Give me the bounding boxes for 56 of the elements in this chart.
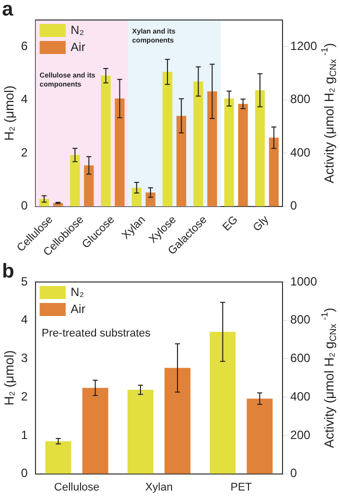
bar	[128, 390, 154, 474]
bar	[176, 116, 186, 206]
y-tick-label: 5	[20, 274, 28, 288]
x-tick-label: PET	[230, 481, 252, 494]
bar	[193, 81, 204, 206]
y-tick-label: 1	[20, 428, 28, 442]
bar	[70, 154, 80, 206]
x-tick-label: EG	[220, 214, 240, 234]
y-tick-label: 6	[20, 38, 28, 53]
y-tick-label: 0	[20, 466, 28, 480]
legend-label: N₂	[70, 22, 84, 37]
y2-tick-label: 400	[290, 145, 311, 160]
x-tick-label: Gly	[251, 213, 272, 234]
y-tick-label: 4	[20, 92, 28, 106]
y-axis-title: H₂ (μmol)	[2, 86, 17, 141]
y-tick-label: 4	[20, 312, 28, 327]
bar	[132, 188, 142, 206]
y2-tick-label: 200	[290, 428, 311, 442]
legend-label: Air	[70, 302, 86, 316]
bar	[45, 441, 72, 474]
y2-tick-label: 1000	[290, 274, 318, 288]
bar	[238, 104, 248, 206]
bar	[207, 91, 218, 206]
y-tick-label: 2	[20, 145, 28, 160]
y2-tick-label: 0	[290, 198, 298, 213]
bar	[84, 165, 94, 206]
bar	[162, 72, 172, 206]
y2-tick-label: 600	[290, 351, 311, 366]
x-tick-label: Xylan	[145, 481, 173, 494]
bar	[146, 192, 156, 206]
y2-tick-label: 400	[290, 389, 311, 404]
bar	[210, 332, 236, 474]
y2-tick-label: 800	[290, 92, 311, 106]
bar	[246, 398, 273, 474]
bar	[82, 388, 108, 474]
y-tick-label: 0	[20, 198, 28, 213]
y2-tick-label: 1200	[290, 38, 318, 53]
legend-label: N₂	[70, 284, 84, 299]
bar	[268, 138, 279, 206]
y2-tick-label: 800	[290, 312, 311, 327]
annotation: Pre-treated substrates	[42, 328, 152, 340]
chart-title: b	[2, 260, 14, 283]
y-tick-label: 2	[20, 389, 28, 404]
bar	[114, 98, 125, 206]
y2-tick-label: 0	[290, 466, 298, 480]
bar	[100, 76, 111, 206]
bar	[164, 368, 190, 474]
y2-axis-title: Activity (μmol H₂ gCNx -1)	[319, 43, 338, 184]
y-tick-label: 3	[20, 351, 28, 366]
bar	[255, 90, 265, 206]
x-tick-label: Cellulose	[54, 481, 100, 494]
bar	[224, 98, 234, 206]
y2-axis-title: Activity (μmol H₂ gCNx -1)	[319, 308, 338, 448]
y-axis-title: H₂ (μmol)	[2, 350, 17, 406]
chart-title: a	[2, 0, 14, 21]
legend-label: Air	[70, 40, 86, 54]
